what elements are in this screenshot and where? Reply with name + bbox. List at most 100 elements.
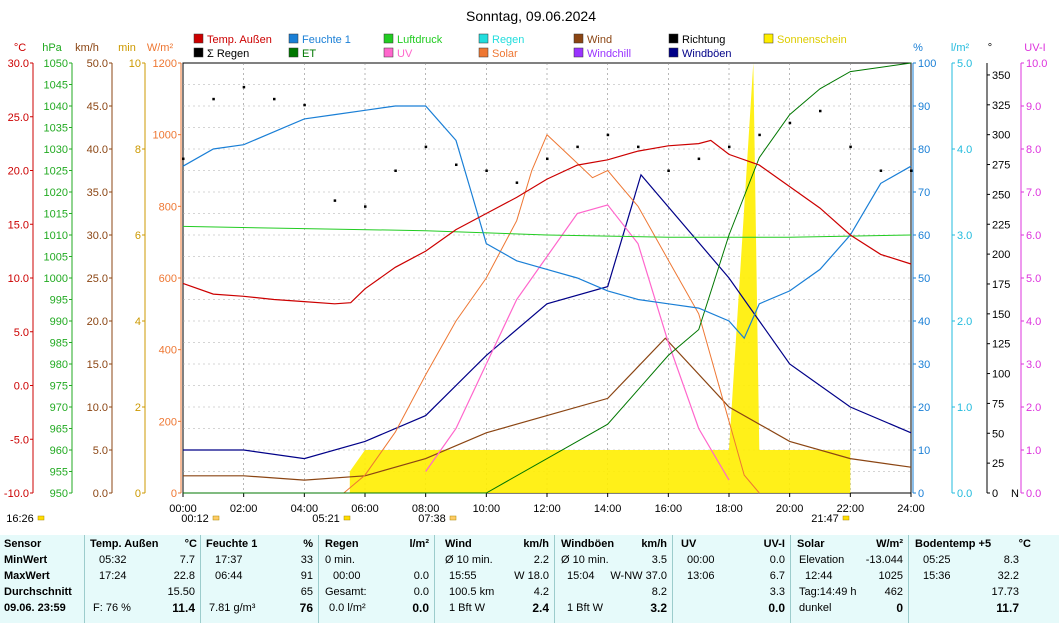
- axis-tick-label-temp: 30.0: [8, 58, 29, 70]
- axis-tick-label-lm2: 3.0: [957, 230, 972, 242]
- legend-swatch: [383, 33, 394, 44]
- axis-tick-label-pct: 70: [918, 187, 930, 199]
- current-value: 11.7: [996, 601, 1019, 615]
- min-value: 7.7: [179, 554, 195, 566]
- sun-marker-label: 16:26: [6, 513, 34, 525]
- rain-max-value: 0.0: [413, 570, 429, 582]
- axis-tick-label-uvi: 10.0: [1026, 58, 1047, 70]
- axis-tick-label-pct: 100: [918, 58, 936, 70]
- legend-label: Wind: [587, 34, 612, 46]
- axis-tick-label-temp: 0.0: [14, 381, 29, 393]
- axis-unit-min: min: [118, 42, 136, 54]
- axis-tick-label-uvi: 0.0: [1026, 488, 1041, 500]
- axis-tick-label-kmh: 20.0: [87, 316, 108, 328]
- sun-icon: [37, 515, 45, 521]
- soil-max-time: 15:36: [923, 570, 951, 582]
- table-col-rain: Regen l/m² 0 min. 00:00 0.0 Gesamt: 0.0 …: [318, 535, 435, 623]
- axis-tick-label-deg: 75: [992, 398, 1004, 410]
- col-unit: km/h: [523, 538, 549, 550]
- axis-tick-label-deg: 250: [992, 189, 1010, 201]
- solar-elevation-value: -13.044: [865, 554, 903, 566]
- wind-distance: 100.5 km: [449, 586, 495, 598]
- x-tick-label: 10:00: [473, 503, 501, 515]
- axis-tick-label-temp: 20.0: [8, 166, 29, 178]
- legend-label: Sonnenschein: [777, 34, 847, 46]
- axis-tick-label-deg: 50: [992, 428, 1004, 440]
- axis-tick-label-hpa: 975: [50, 381, 68, 393]
- axis-tick-label-lm2: 0.0: [957, 488, 972, 500]
- series-wind: [183, 337, 912, 481]
- axis-tick-label-uvi: 5.0: [1026, 273, 1041, 285]
- axis-tick-label-lm2: 5.0: [957, 58, 972, 70]
- series-richtung-point: [728, 145, 731, 149]
- axis-tick-label-min: 6: [135, 230, 141, 242]
- current-value: 0.0: [768, 601, 785, 615]
- axis-unit-deg: °: [988, 42, 992, 54]
- series-richtung-point: [273, 97, 276, 101]
- series-richtung-point: [879, 169, 883, 172]
- col-head: Bodentemp +5: [915, 538, 992, 550]
- weather-chart: Sonntag, 09.06.2024 Temp. Außen Feuchte 1 L…: [4, 8, 1048, 525]
- avg-value: 65: [300, 586, 313, 598]
- current-value: 3.2: [650, 601, 667, 615]
- axis-tick-label-hpa: 1030: [44, 144, 68, 156]
- uv-avg: 3.3: [769, 586, 785, 598]
- axis-tick-label-hpa: 1000: [44, 273, 68, 285]
- current-label: 1 Bft W: [449, 602, 486, 614]
- min-value: 33: [300, 554, 313, 566]
- legend-swatch: [573, 47, 584, 58]
- axis-tick-label-hpa: 1015: [44, 209, 68, 221]
- axis-tick-label-kmh: 35.0: [87, 187, 108, 199]
- x-tick-label: 20:00: [776, 503, 804, 515]
- sun-icon: [343, 515, 351, 521]
- axis-tick-label-hpa: 1035: [44, 123, 68, 135]
- axis-tick-label-temp: 25.0: [8, 112, 29, 124]
- series-luftdruck: [182, 225, 912, 238]
- table-col-solar: Solar W/m² Elevation -13.044 12:44 1025 …: [790, 535, 909, 623]
- current-label: 0.0 l/m²: [329, 602, 366, 614]
- axis-tick-label-deg: 350: [992, 70, 1010, 82]
- legend-swatch: [668, 33, 679, 44]
- legend-swatch: [668, 47, 679, 58]
- rain-total-value: 0.0: [413, 586, 429, 598]
- axis-tick-label-deg: 100: [992, 369, 1010, 381]
- axis-tick-label-kmh: 45.0: [87, 101, 108, 113]
- soil-max-value: 32.2: [997, 570, 1019, 582]
- series-richtung-point: [697, 157, 701, 161]
- current-label: F: 76 %: [93, 602, 131, 614]
- axis-tick-label-lm2: 2.0: [957, 316, 972, 328]
- solar-elevation-label: Elevation: [799, 554, 845, 566]
- series-richtung-point: [546, 157, 549, 161]
- axis-tick-label-deg: 0: [992, 488, 998, 500]
- axis-tick-label-min: 10: [129, 58, 141, 70]
- x-tick-label: 06:00: [351, 503, 379, 515]
- axis-tick-label-deg: 25: [992, 458, 1004, 470]
- x-tick-label: 12:00: [533, 503, 561, 515]
- max-value: 22.8: [173, 570, 195, 582]
- series-richtung-point: [333, 199, 337, 202]
- gust-avg-value: 3.5: [651, 554, 667, 566]
- series-richtung-point: [394, 169, 397, 172]
- legend-swatch: [478, 33, 489, 44]
- axis-tick-label-wm2: 1000: [153, 130, 177, 142]
- current-label: 7.81 g/m³: [209, 602, 256, 614]
- current-value: 76: [299, 601, 313, 615]
- axis-tick-label-hpa: 1045: [44, 80, 68, 92]
- sun-icon: [842, 515, 850, 521]
- table-col-wind: Wind km/h Ø 10 min. 2.2 15:55 W 18.0 100…: [434, 535, 555, 623]
- series-et: [183, 62, 912, 494]
- series-solar: [343, 133, 760, 494]
- sun-marker-label: 21:47: [811, 513, 839, 525]
- rain-max-time: 00:00: [333, 570, 361, 582]
- axis-tick-label-pct: 50: [918, 273, 930, 285]
- col-head: Windböen: [561, 538, 615, 550]
- table-col-soil: Bodentemp +5 °C 05:25 8.3 15:36 32.2 17.…: [908, 535, 1059, 623]
- col-unit: UV-I: [763, 538, 785, 550]
- axis-tick-label-temp: 10.0: [8, 273, 29, 285]
- axis-tick-label-pct: 40: [918, 316, 930, 328]
- axis-tick-label-uvi: 6.0: [1026, 230, 1041, 242]
- col-head: Solar: [797, 538, 825, 550]
- axis-tick-label-wm2: 1200: [153, 58, 177, 70]
- axis-tick-label-min: 2: [135, 402, 141, 414]
- axis-unit-kmh: km/h: [75, 42, 99, 54]
